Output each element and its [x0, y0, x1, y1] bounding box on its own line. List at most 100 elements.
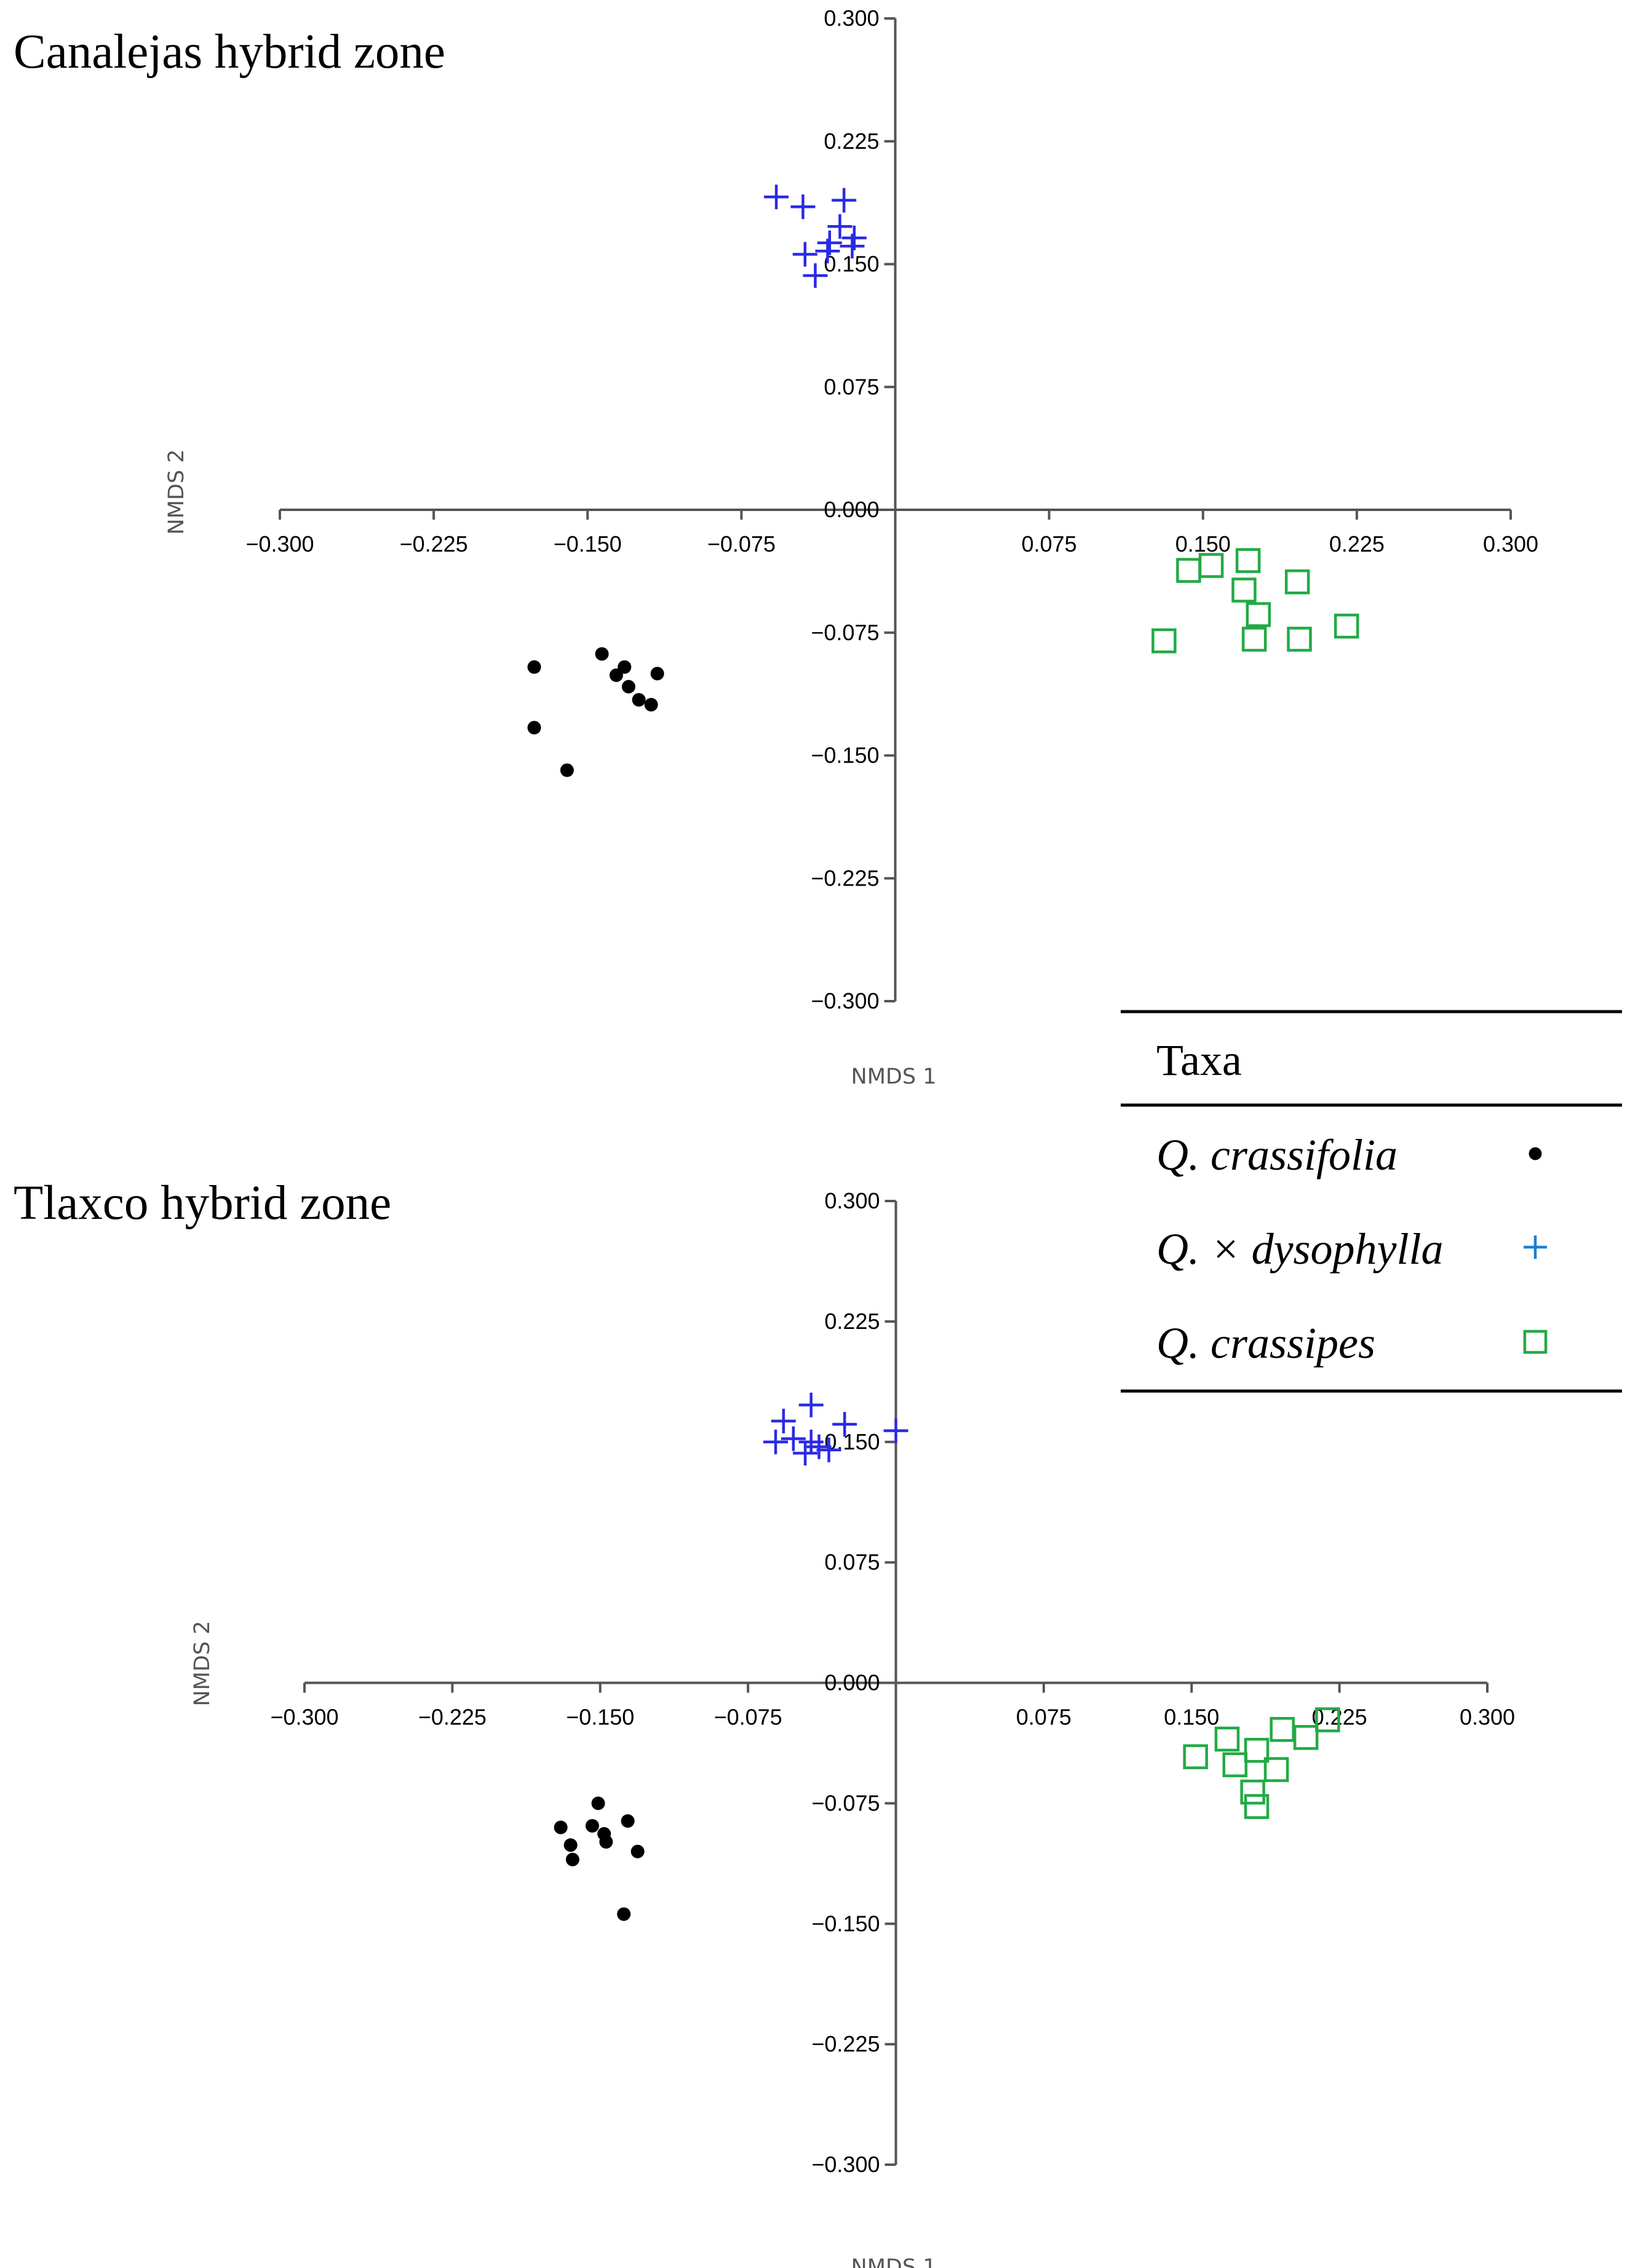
y-tick-label: −0.300 [811, 2152, 880, 2177]
x-tick-label: −0.225 [400, 531, 468, 557]
point-dysophylla [763, 1429, 788, 1454]
y-tick-label: 0.000 [824, 1670, 880, 1695]
legend-label-crassipes: Q. crassipes [1156, 1318, 1375, 1368]
point-dysophylla [817, 230, 842, 255]
point-crassifolia [650, 667, 664, 681]
point-crassifolia [621, 680, 635, 694]
y-tick-label: 0.000 [824, 497, 879, 522]
point-dysophylla [798, 1392, 824, 1418]
tlaxco-panel: Tlaxco hybrid zone −0.300 −0.225 −0.150 −0.0… [14, 1176, 1515, 2268]
legend-title: Taxa [1156, 1036, 1242, 1085]
point-crassipes [1198, 553, 1224, 578]
x-axis-title: NMDS 1 [851, 1065, 937, 1089]
point-dysophylla [832, 188, 857, 213]
y-tick-label: −0.075 [811, 1790, 880, 1815]
legend-marker-crassifolia [1529, 1147, 1542, 1160]
x-axis-title: NMDS 1 [851, 2255, 937, 2268]
point-crassipes [1231, 577, 1257, 603]
point-crassifolia [554, 1820, 568, 1834]
point-crassifolia [565, 1852, 579, 1866]
point-crassipes [1214, 1726, 1240, 1752]
point-crassifolia [560, 763, 574, 777]
point-crassifolia [618, 660, 632, 674]
point-dysophylla [790, 194, 816, 220]
point-crassipes [1270, 1716, 1295, 1742]
point-crassipes [1151, 628, 1177, 654]
x-tick-label: 0.150 [1164, 1705, 1219, 1730]
y-tick-label: −0.225 [811, 2031, 880, 2056]
x-tick-label: −0.075 [707, 531, 776, 557]
point-crassipes [1244, 1794, 1270, 1819]
point-crassifolia [527, 721, 541, 735]
point-crassipes [1287, 627, 1312, 652]
point-crassipes [1183, 1744, 1208, 1769]
point-dysophylla [806, 1434, 832, 1459]
point-crassifolia [527, 660, 541, 674]
legend-label-dysophylla: Q. × dysophylla [1156, 1224, 1444, 1274]
point-crassifolia [609, 668, 623, 682]
series-crassipes [1183, 1707, 1340, 1819]
point-dysophylla [803, 263, 828, 288]
x-tick-label: 0.225 [1329, 531, 1385, 557]
point-crassipes [1334, 613, 1359, 639]
panel-title: Tlaxco hybrid zone [14, 1176, 391, 1230]
point-crassifolia [617, 1907, 631, 1921]
x-tick-label: −0.075 [714, 1705, 782, 1730]
legend-marker-crassipes [1523, 1330, 1548, 1354]
point-crassipes [1222, 1752, 1248, 1777]
point-crassipes [1246, 602, 1271, 627]
point-crassifolia [621, 1814, 635, 1828]
y-tick-label: 0.225 [824, 1309, 880, 1334]
panel-title: Canalejas hybrid zone [14, 25, 445, 79]
point-crassifolia [595, 647, 609, 661]
x-tick-label: −0.300 [270, 1705, 338, 1730]
point-dysophylla [781, 1426, 806, 1451]
point-crassifolia [591, 1796, 605, 1810]
point-crassipes [1315, 1707, 1340, 1732]
x-tick-label: −0.150 [554, 531, 622, 557]
point-dysophylla [816, 1437, 841, 1462]
x-tick-label: 0.300 [1483, 531, 1538, 557]
point-dysophylla [827, 214, 853, 239]
point-crassifolia [585, 1818, 599, 1833]
x-tick-label: −0.300 [245, 531, 314, 557]
x-tick-label: −0.150 [566, 1705, 634, 1730]
y-tick-label: −0.300 [811, 988, 879, 1013]
y-tick-label: −0.225 [811, 865, 879, 890]
point-crassipes [1263, 1757, 1289, 1782]
y-tick-label: −0.150 [811, 1911, 880, 1936]
point-crassifolia [599, 1835, 613, 1849]
series-crassifolia [527, 647, 664, 777]
point-crassipes [1244, 1737, 1270, 1763]
legend-label-crassifolia: Q. crassifolia [1156, 1130, 1397, 1180]
point-crassipes [1284, 569, 1310, 595]
y-tick-label: −0.075 [811, 620, 879, 645]
legend-marker-dysophylla [1524, 1235, 1547, 1259]
point-dysophylla [793, 1441, 818, 1466]
point-crassifolia [630, 1844, 645, 1858]
legend: Taxa Q. crassifolia Q. × dysophylla Q. c… [1121, 1010, 1622, 1393]
y-tick-label: 0.225 [824, 129, 879, 154]
point-crassifolia [644, 697, 658, 712]
x-tick-label: −0.225 [418, 1705, 487, 1730]
y-tick-label: 0.075 [824, 374, 879, 399]
series-crassipes [1151, 548, 1359, 654]
point-crassipes [1241, 627, 1267, 652]
series-crassifolia [554, 1796, 645, 1921]
point-crassipes [1240, 1779, 1265, 1805]
x-tick-label: 0.075 [1016, 1705, 1071, 1730]
point-crassifolia [563, 1838, 578, 1852]
y-tick-label: 0.300 [824, 6, 879, 31]
point-dysophylla [792, 242, 817, 267]
point-dysophylla [764, 184, 789, 210]
point-crassipes [1176, 558, 1201, 583]
point-dysophylla [883, 1418, 908, 1443]
point-crassipes [1293, 1725, 1319, 1750]
y-axis-title: NMDS 2 [164, 450, 189, 535]
y-tick-label: 0.075 [824, 1550, 880, 1575]
x-tick-label: 0.150 [1175, 531, 1231, 557]
series-dysophylla [763, 1392, 908, 1466]
y-axis-title: NMDS 2 [190, 1621, 215, 1707]
point-crassipes [1235, 548, 1261, 573]
